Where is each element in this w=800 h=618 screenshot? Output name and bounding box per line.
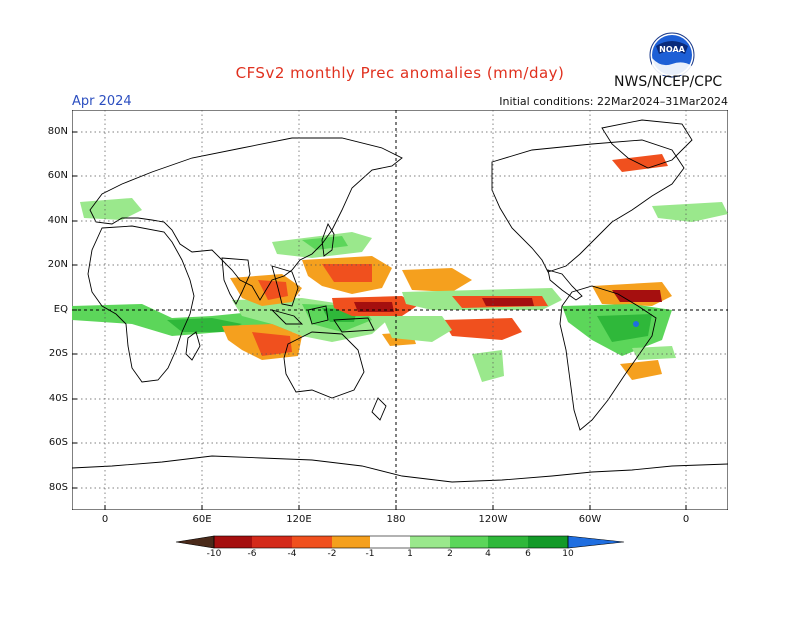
colorbar-minus6-minus4: [252, 536, 292, 548]
lat-label-60s: 60S: [48, 437, 68, 448]
lon-label-60w: 60W: [578, 514, 602, 525]
lon-label-180: 180: [386, 514, 406, 525]
lon-label-60e: 60E: [192, 514, 212, 525]
colorbar-label-6: 6: [525, 549, 531, 559]
axis-ticks: [72, 131, 687, 510]
colorbar-label-minus1: -1: [365, 549, 375, 559]
initial-conditions: Initial conditions: 22Mar2024–31Mar2024: [499, 95, 728, 108]
colorbar-gt-10: [568, 536, 624, 548]
colorbar-label-2: 2: [447, 549, 453, 559]
forecast-month: Apr 2024: [72, 94, 132, 109]
reference-lines: [72, 110, 728, 510]
colorbar-label-minus10: -10: [206, 549, 222, 559]
lat-label-40s: 40S: [48, 393, 68, 404]
lon-label-120e: 120E: [286, 514, 312, 525]
lon-label-0-west: 0: [101, 514, 109, 525]
lat-label-eq: EQ: [53, 304, 68, 315]
agency-label: NWS/NCEP/CPC: [614, 74, 723, 90]
lon-label-120w: 120W: [478, 514, 508, 525]
colorbar-label-minus2: -2: [327, 549, 337, 559]
colorbar-minus1-1: [370, 536, 410, 548]
colorbar-minus10-minus6: [214, 536, 252, 548]
lon-label-0-east: 0: [682, 514, 690, 525]
lat-label-80n: 80N: [47, 126, 68, 137]
colorbar-2-4: [450, 536, 488, 548]
colorbar: [175, 535, 625, 549]
colorbar-minus2-minus1: [332, 536, 370, 548]
colorbar-minus4-minus2: [292, 536, 332, 548]
logo-text: NOAA: [659, 45, 685, 54]
colorbar-label-4: 4: [485, 549, 491, 559]
colorbar-label-minus6: -6: [247, 549, 257, 559]
colorbar-label-minus4: -4: [287, 549, 297, 559]
lat-label-80s: 80S: [48, 482, 68, 493]
colorbar-1-2: [410, 536, 450, 548]
map-title: CFSv2 monthly Prec anomalies (mm/day): [235, 64, 565, 82]
colorbar-4-6: [488, 536, 528, 548]
graticule: [72, 110, 728, 510]
colorbar-6-10: [528, 536, 568, 548]
lat-label-60n: 60N: [47, 170, 68, 181]
colorbar-label-1: 1: [407, 549, 413, 559]
lat-label-20n: 20N: [47, 259, 68, 270]
lat-label-40n: 40N: [47, 215, 68, 226]
coastlines: [72, 119, 728, 483]
precip-anomaly-map: [72, 110, 728, 510]
noaa-logo: NOAA: [649, 32, 695, 78]
colorbar-label-10: 10: [562, 549, 574, 559]
colorbar-lt-minus10: [176, 536, 214, 548]
lat-label-20s: 20S: [48, 348, 68, 359]
